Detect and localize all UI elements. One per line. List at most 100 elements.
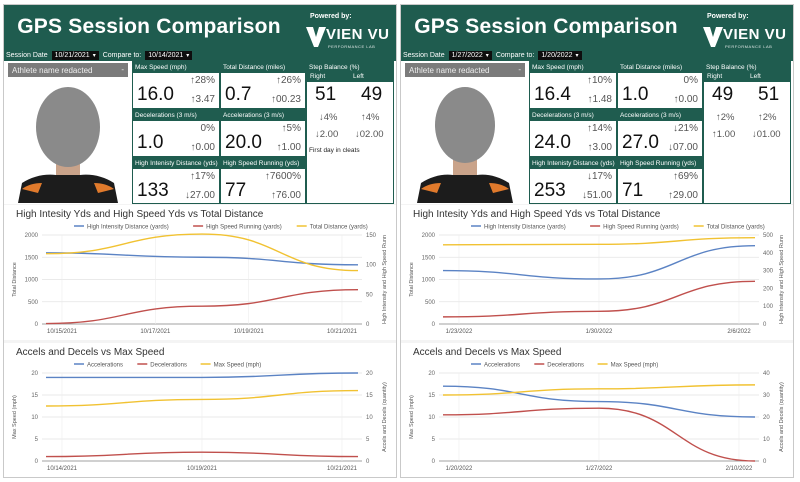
legend-label: Decelerations [150, 363, 187, 369]
stats-area: Athlete name redacted - Max Speed (mph) 1… [401, 61, 793, 204]
athlete-select[interactable]: Athlete name redacted - [405, 63, 525, 77]
max-speed-card: Max Speed (mph) 16.0 ↑28% ↑3.47 [132, 61, 220, 109]
compare-date-select[interactable]: 1/20/2022 ▾ [538, 50, 582, 60]
y-tick-label: 500 [28, 300, 39, 306]
card-label: Accelerations (3 m/s) [221, 110, 305, 121]
y-axis-label: Max Speed (mph) [12, 395, 18, 439]
y-tick-label: 1000 [422, 278, 436, 284]
total-distance-card: Total Distance (miles) 1.0 0% ↑0.00 [617, 61, 703, 109]
legend-label: Decelerations [547, 363, 584, 369]
vien-vu-logo: Powered by: VIEN VU PERFORMANCE LAB [703, 13, 791, 53]
accel-chart: Accels and Decels vs Max Speed Accelerat… [4, 343, 396, 477]
chart-title: Accels and Decels vs Max Speed [413, 347, 562, 358]
y-right-tick-label: 5 [366, 437, 370, 443]
y-tick-label: 2000 [422, 233, 436, 239]
panel-header: GPS Session Comparison Powered by: VIEN … [401, 5, 793, 69]
max-speed-card: Max Speed (mph) 16.4 ↑10% ↑1.48 [529, 61, 617, 109]
card-change-pct: ↑17% [189, 171, 215, 182]
card-value: 16.0 [137, 84, 174, 105]
session-date-select[interactable]: 1/27/2022 ▾ [448, 50, 492, 60]
x-tick-label: 1/23/2022 [446, 329, 473, 335]
y-right-tick-label: 200 [763, 286, 774, 292]
series-line [442, 280, 756, 318]
date-bar: Session Date 1/27/2022 ▾ Compare to: 1/20… [403, 49, 582, 61]
series-line [46, 372, 359, 379]
athlete-select[interactable]: Athlete name redacted - [8, 63, 128, 77]
chart-title: High Intesity Yds and High Speed Yds vs … [16, 209, 264, 220]
athlete-photo [405, 79, 525, 203]
card-change-pct: ↑7600% [264, 171, 301, 182]
accel-chart: Accels and Decels vs Max Speed Accelerat… [401, 343, 793, 477]
session-panel-2: GPS Session Comparison Powered by: VIEN … [400, 4, 794, 478]
card-label: Accelerations (3 m/s) [618, 110, 702, 121]
right-value: 51 [315, 84, 337, 105]
y-right-axis-label: Accels and Decels (quantity) [779, 382, 785, 452]
left-pct: ↑4% [361, 112, 380, 123]
y-right-tick-label: 100 [763, 304, 774, 310]
card-value: 1.0 [622, 84, 649, 105]
card-change-pct: ↑26% [275, 75, 301, 86]
card-value: 71 [622, 180, 644, 201]
series-line [45, 389, 359, 407]
legend-label: Total Distance (yards) [707, 225, 765, 231]
card-change-pct: 0% [200, 123, 215, 134]
y-tick-label: 500 [425, 300, 436, 306]
session-date-value: 10/21/2021 [54, 51, 90, 59]
card-change-abs: ↑3.47 [190, 94, 215, 105]
series-line [442, 236, 756, 246]
compare-label: Compare to: [102, 51, 142, 59]
card-value: 0.7 [225, 84, 252, 105]
stats-area: Athlete name redacted - Max Speed (mph) 1… [4, 61, 396, 204]
compare-date-value: 10/14/2021 [148, 51, 184, 59]
decelerations-card: Decelerations (3 m/s) 24.0 ↑14% ↑3.00 [529, 109, 617, 157]
chevron-down-icon: ▾ [92, 52, 96, 59]
card-change-pct: 0% [683, 75, 698, 86]
y-tick-label: 15 [31, 393, 38, 399]
x-tick-label: 10/21/2021 [327, 466, 358, 472]
card-value: 27.0 [622, 132, 659, 153]
y-right-tick-label: 30 [763, 393, 770, 399]
legend-label: Max Speed (mph) [611, 363, 659, 369]
y-right-tick-label: 500 [763, 233, 774, 239]
y-tick-label: 15 [428, 393, 435, 399]
chevron-down-icon: ▾ [485, 52, 489, 59]
dropdown-icon: - [121, 65, 124, 74]
right-pct: ↑2% [716, 112, 735, 123]
high-speed-card: High Speed Running (yds) 77 ↑7600% ↑76.0… [220, 157, 306, 204]
y-tick-label: 0 [432, 459, 436, 465]
legend-label: Max Speed (mph) [214, 363, 262, 369]
right-abs: ↑1.00 [712, 129, 736, 140]
card-change-pct: ↓21% [672, 123, 698, 134]
card-value: 20.0 [225, 132, 262, 153]
right-value: 49 [712, 84, 734, 105]
y-axis-label: Max Speed (mph) [409, 395, 415, 439]
y-tick-label: 5 [35, 437, 39, 443]
x-tick-label: 2/6/2022 [727, 329, 751, 335]
distance-chart: High Intesity Yds and High Speed Yds vs … [401, 205, 793, 340]
card-change-abs: ↑0.00 [190, 142, 215, 153]
card-change-abs: ↑76.00 [270, 190, 301, 201]
compare-label: Compare to: [495, 51, 535, 59]
y-right-tick-label: 100 [366, 263, 377, 269]
card-value: 133 [137, 180, 169, 201]
y-tick-label: 10 [428, 415, 435, 421]
card-value: 1.0 [137, 132, 164, 153]
session-date-select[interactable]: 10/21/2021 ▾ [51, 50, 99, 60]
high-intensity-card: High Intenisty Distance (yds) 253 ↓17% ↓… [529, 157, 617, 204]
card-label: Max Speed (mph) [133, 62, 219, 73]
y-right-tick-label: 400 [763, 251, 774, 257]
card-change-abs: ↑3.00 [587, 142, 612, 153]
legend-label: Total Distance (yards) [310, 225, 368, 231]
accel-chart-svg: Accelerations Decelerations Max Speed (mph… [409, 363, 785, 473]
card-change-abs: ↑0.00 [673, 94, 698, 105]
session-date-label: Session Date [6, 51, 48, 59]
athlete-name: Athlete name redacted [409, 65, 490, 75]
card-change-pct: ↑14% [586, 123, 612, 134]
x-tick-label: 10/21/2021 [327, 329, 358, 335]
x-tick-label: 1/27/2022 [586, 466, 613, 472]
compare-date-select[interactable]: 10/14/2021 ▾ [145, 50, 193, 60]
series-line [45, 289, 359, 325]
vien-vu-logo: Powered by: VIEN VU PERFORMANCE LAB [306, 13, 394, 53]
x-tick-label: 10/17/2021 [140, 329, 171, 335]
date-bar: Session Date 10/21/2021 ▾ Compare to: 10/… [6, 49, 193, 61]
